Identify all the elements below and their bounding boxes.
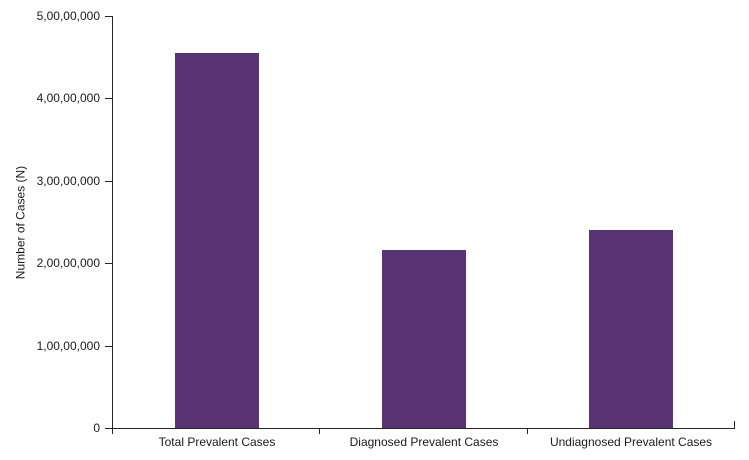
bar-total-prevalent-cases (175, 53, 259, 428)
y-tick-label: 0 (93, 421, 100, 435)
x-category-label: Diagnosed Prevalent Cases (349, 435, 499, 449)
y-axis-line (112, 16, 113, 432)
y-tick (105, 181, 112, 182)
y-tick (105, 263, 112, 264)
x-category-label: Undiagnosed Prevalent Cases (549, 435, 713, 449)
y-axis-title: Number of Cases (N) (13, 165, 28, 280)
bar-undiagnosed-prevalent-cases (589, 230, 673, 428)
y-tick (105, 16, 112, 17)
y-tick (105, 428, 112, 429)
y-tick-label: 3,00,00,000 (36, 174, 100, 188)
y-tick-label: 4,00,00,000 (36, 91, 100, 105)
bar-diagnosed-prevalent-cases (382, 250, 466, 428)
x-axis-line (112, 428, 735, 429)
y-tick (105, 98, 112, 99)
x-tick (112, 429, 113, 434)
y-tick-label: 2,00,00,000 (36, 256, 100, 270)
y-tick-label: 5,00,00,000 (36, 9, 100, 23)
x-tick (527, 429, 528, 434)
x-tick (319, 429, 320, 434)
y-tick (105, 346, 112, 347)
x-category-label: Total Prevalent Cases (158, 435, 276, 449)
y-tick-label: 1,00,00,000 (36, 339, 100, 353)
x-tick (734, 421, 735, 428)
